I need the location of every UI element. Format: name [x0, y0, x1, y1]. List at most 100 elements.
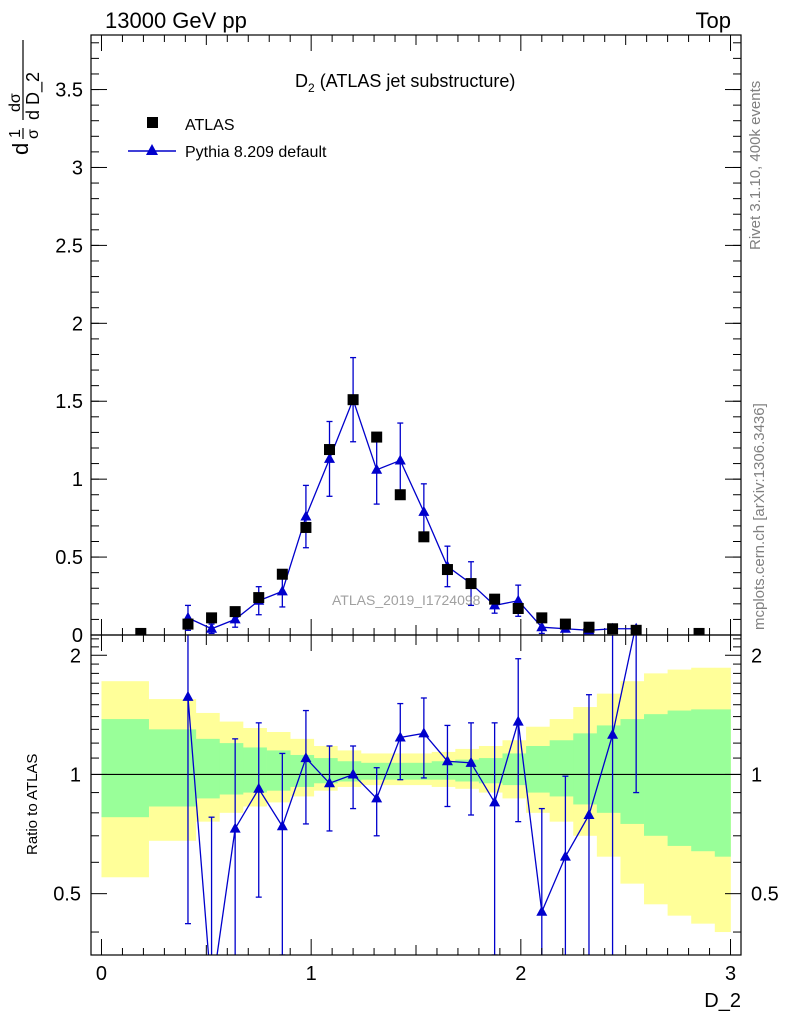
main-y-tick-label: 2: [72, 313, 83, 335]
main-y-axis: 0 0.5 1 1.5 2 2.5 3 3.5: [55, 42, 741, 647]
ratio-band-inner: [478, 758, 503, 784]
ratio-point: [465, 756, 477, 767]
atlas-point: [394, 489, 406, 501]
ratio-band-inner: [384, 762, 409, 780]
ratio-point: [253, 782, 265, 793]
watermark-label: ATLAS_2019_I1724098: [332, 592, 481, 608]
ratio-band-inner: [714, 709, 731, 857]
legend-label-pythia: Pythia 8.209 default: [185, 144, 327, 161]
ratio-point: [182, 690, 194, 701]
atlas-point: [607, 623, 619, 635]
ratio-band-inner: [313, 758, 338, 784]
ylabel-d: d: [8, 143, 33, 155]
atlas-point: [693, 627, 705, 635]
main-y-label: d 1 σ dσ d D_2: [7, 40, 44, 155]
atlas-point: [441, 564, 453, 576]
atlas-point: [512, 603, 524, 615]
x-axis-label: D_2: [704, 990, 741, 1012]
main-plot-area: [135, 356, 705, 635]
ratio-point: [583, 808, 595, 819]
main-y-tick-label: 0: [72, 625, 83, 647]
ratio-band-inner: [243, 747, 267, 793]
ratio-x-axis: 0 1 2 3: [96, 635, 736, 985]
main-panel: 00.511.522.533.5 D2 (ATLAS jet substruct…: [55, 34, 742, 647]
ratio-band-inner: [667, 710, 692, 846]
ratio-point: [276, 820, 288, 831]
ratio-point: [512, 715, 524, 726]
main-y-tick-label: 3.5: [55, 80, 83, 102]
atlas-point: [630, 624, 642, 635]
atlas-point: [371, 431, 383, 443]
ratio-band-inner: [620, 719, 645, 824]
atlas-point: [135, 627, 147, 635]
ratio-band-inner: [148, 729, 197, 807]
ratio-band-inner: [596, 725, 621, 813]
ratio-point: [300, 752, 312, 763]
pythia-point: [229, 613, 241, 624]
header-left-label: 13000 GeV pp: [105, 8, 247, 33]
pythia-point: [206, 622, 218, 633]
ratio-band-inner: [101, 719, 149, 818]
atlas-point: [465, 578, 477, 590]
ratio-point: [489, 796, 501, 807]
ratio-band-inner: [526, 745, 550, 793]
legend: ATLAS Pythia 8.209 default: [128, 117, 327, 161]
atlas-point: [536, 612, 548, 624]
ratio-panel: 0.5 0.5 1 1 2 2 0 1 2 3 Ratio to ATLAS D_2: [24, 634, 779, 1012]
ratio-band-inner: [691, 709, 716, 852]
ratio-point: [229, 822, 241, 833]
title-sub: 2: [308, 81, 315, 95]
x-tick-label: 2: [515, 963, 526, 985]
main-y-tick-label: 1: [72, 469, 83, 491]
atlas-point: [206, 612, 218, 624]
ylabel-one: 1: [7, 129, 24, 138]
ratio-band-inner: [431, 761, 456, 780]
pythia-point: [394, 454, 406, 465]
atlas-point: [253, 592, 265, 604]
main-y-tick-label: 3: [72, 157, 83, 179]
atlas-point: [489, 593, 501, 605]
ratio-y-tick-label-left: 2: [70, 645, 81, 667]
ratio-point: [206, 987, 217, 997]
ratio-plot-area: [91, 635, 741, 997]
x-tick-label: 0: [96, 963, 107, 985]
atlas-point: [418, 531, 430, 543]
ratio-band-inner: [195, 738, 220, 799]
ratio-band-inner: [360, 762, 385, 780]
main-title: D2 (ATLAS jet substructure): [295, 71, 515, 95]
pythia-point: [371, 463, 383, 474]
ratio-band-inner: [266, 750, 291, 791]
rivet-label: Rivet 3.1.10, 400k events: [747, 81, 764, 250]
title-rest: (ATLAS jet substructure): [315, 71, 516, 91]
ratio-point: [418, 727, 430, 738]
header-right-label: Top: [696, 8, 731, 33]
ratio-point: [536, 905, 548, 916]
ratio-y-tick-label-left: 0.5: [53, 884, 81, 906]
ratio-point: [607, 728, 619, 739]
ratio-y-tick-label-right: 2: [751, 645, 762, 667]
ylabel-dsigma: dσ: [7, 93, 24, 112]
atlas-point: [583, 621, 595, 633]
ratio-y-tick-label-right: 0.5: [751, 884, 779, 906]
ylabel-dvar: d D_2: [23, 72, 44, 120]
x-tick-label: 3: [725, 963, 736, 985]
pythia-point: [324, 452, 336, 463]
ratio-y-tick-label-left: 1: [70, 764, 81, 786]
ratio-y-label: Ratio to ATLAS: [24, 754, 41, 855]
pythia-point: [418, 505, 430, 516]
mcplots-label: mcplots.cern.ch [arXiv:1306.3436]: [751, 403, 768, 630]
ratio-point: [371, 792, 383, 803]
ratio-band-inner: [549, 740, 574, 797]
legend-label-atlas: ATLAS: [185, 117, 235, 134]
ratio-band-inner: [502, 753, 527, 786]
atlas-point: [347, 394, 359, 406]
ratio-point: [559, 850, 571, 861]
pythia-point: [512, 594, 524, 605]
ratio-band-inner: [408, 762, 433, 780]
legend-marker-pythia: [146, 144, 158, 155]
pythia-point: [536, 621, 548, 632]
main-y-tick-label: 0.5: [55, 547, 83, 569]
atlas-point: [182, 618, 194, 630]
ratio-point: [347, 768, 359, 779]
